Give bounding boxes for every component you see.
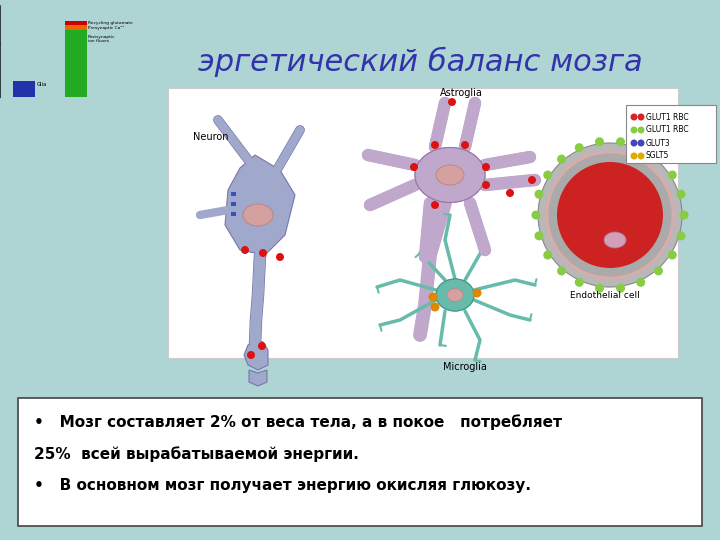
Circle shape xyxy=(631,126,637,133)
Wedge shape xyxy=(547,152,673,278)
Circle shape xyxy=(677,231,685,240)
Text: GLUT1 RBC: GLUT1 RBC xyxy=(646,125,688,134)
Circle shape xyxy=(544,251,552,260)
Circle shape xyxy=(637,139,644,146)
Circle shape xyxy=(654,266,663,275)
Circle shape xyxy=(636,278,645,287)
Text: Endothelial cell: Endothelial cell xyxy=(570,291,640,300)
Circle shape xyxy=(431,141,439,149)
Ellipse shape xyxy=(436,279,474,311)
Circle shape xyxy=(631,113,637,120)
Text: •   Мозг составляет 2% от веса тела, а в покое   потребляет: • Мозг составляет 2% от веса тела, а в п… xyxy=(34,414,562,430)
Circle shape xyxy=(259,249,267,257)
Circle shape xyxy=(667,251,677,260)
Circle shape xyxy=(557,154,566,164)
Circle shape xyxy=(534,231,544,240)
Circle shape xyxy=(258,342,266,350)
Circle shape xyxy=(538,143,682,287)
Circle shape xyxy=(431,302,439,312)
Text: SGLT5: SGLT5 xyxy=(646,152,670,160)
Ellipse shape xyxy=(243,204,273,226)
Circle shape xyxy=(276,253,284,261)
Ellipse shape xyxy=(436,165,464,185)
Circle shape xyxy=(428,293,438,301)
Circle shape xyxy=(595,137,604,146)
Text: 25%  всей вырабатываемой энергии.: 25% всей вырабатываемой энергии. xyxy=(34,446,359,462)
Bar xyxy=(231,192,236,196)
Circle shape xyxy=(448,98,456,106)
Bar xyxy=(65,25,87,30)
Circle shape xyxy=(680,211,688,219)
Ellipse shape xyxy=(604,232,626,248)
Circle shape xyxy=(531,211,541,219)
Text: Postsynaptic
ion fluxes: Postsynaptic ion fluxes xyxy=(88,35,115,43)
Ellipse shape xyxy=(415,147,485,202)
Circle shape xyxy=(631,152,637,159)
Circle shape xyxy=(550,155,670,275)
Ellipse shape xyxy=(415,147,485,202)
Circle shape xyxy=(534,190,544,199)
Text: Neuron: Neuron xyxy=(193,132,228,142)
Bar xyxy=(18,398,702,526)
Circle shape xyxy=(472,288,482,298)
Circle shape xyxy=(410,163,418,171)
Text: Astroglia: Astroglia xyxy=(440,88,483,98)
Bar xyxy=(231,212,236,216)
Text: Recycling glutamate
Presynaptic Ca²⁺: Recycling glutamate Presynaptic Ca²⁺ xyxy=(88,21,133,30)
Circle shape xyxy=(575,143,584,152)
Circle shape xyxy=(557,266,566,275)
Circle shape xyxy=(667,171,677,179)
Circle shape xyxy=(482,163,490,171)
Bar xyxy=(13,81,35,97)
Circle shape xyxy=(637,126,644,133)
Bar xyxy=(65,30,87,97)
Ellipse shape xyxy=(447,288,463,301)
Circle shape xyxy=(241,246,249,254)
Circle shape xyxy=(506,189,514,197)
Circle shape xyxy=(247,351,255,359)
Text: GLUT3: GLUT3 xyxy=(646,138,671,147)
Circle shape xyxy=(636,143,645,152)
Circle shape xyxy=(637,113,644,120)
Circle shape xyxy=(616,137,625,146)
Text: •   В основном мозг получает энергию окисляя глюкозу.: • В основном мозг получает энергию окисл… xyxy=(34,478,531,493)
Bar xyxy=(168,88,678,358)
Circle shape xyxy=(528,176,536,184)
Circle shape xyxy=(654,154,663,164)
Polygon shape xyxy=(249,370,267,386)
Circle shape xyxy=(595,284,604,293)
Ellipse shape xyxy=(436,279,474,311)
Text: Microglia: Microglia xyxy=(443,362,487,372)
Circle shape xyxy=(637,152,644,159)
Bar xyxy=(231,202,236,206)
Bar xyxy=(626,105,716,163)
Circle shape xyxy=(482,181,490,189)
Circle shape xyxy=(461,141,469,149)
Circle shape xyxy=(575,278,584,287)
Polygon shape xyxy=(225,155,295,255)
Circle shape xyxy=(544,171,552,179)
Text: эргетический баланс мозга: эргетический баланс мозга xyxy=(197,47,642,77)
Circle shape xyxy=(616,284,625,293)
Text: Glia: Glia xyxy=(37,82,47,86)
Circle shape xyxy=(631,139,637,146)
Bar xyxy=(65,21,87,25)
Circle shape xyxy=(431,201,439,209)
Text: GLUT1 RBC: GLUT1 RBC xyxy=(646,112,688,122)
Circle shape xyxy=(677,190,685,199)
Polygon shape xyxy=(244,340,268,370)
